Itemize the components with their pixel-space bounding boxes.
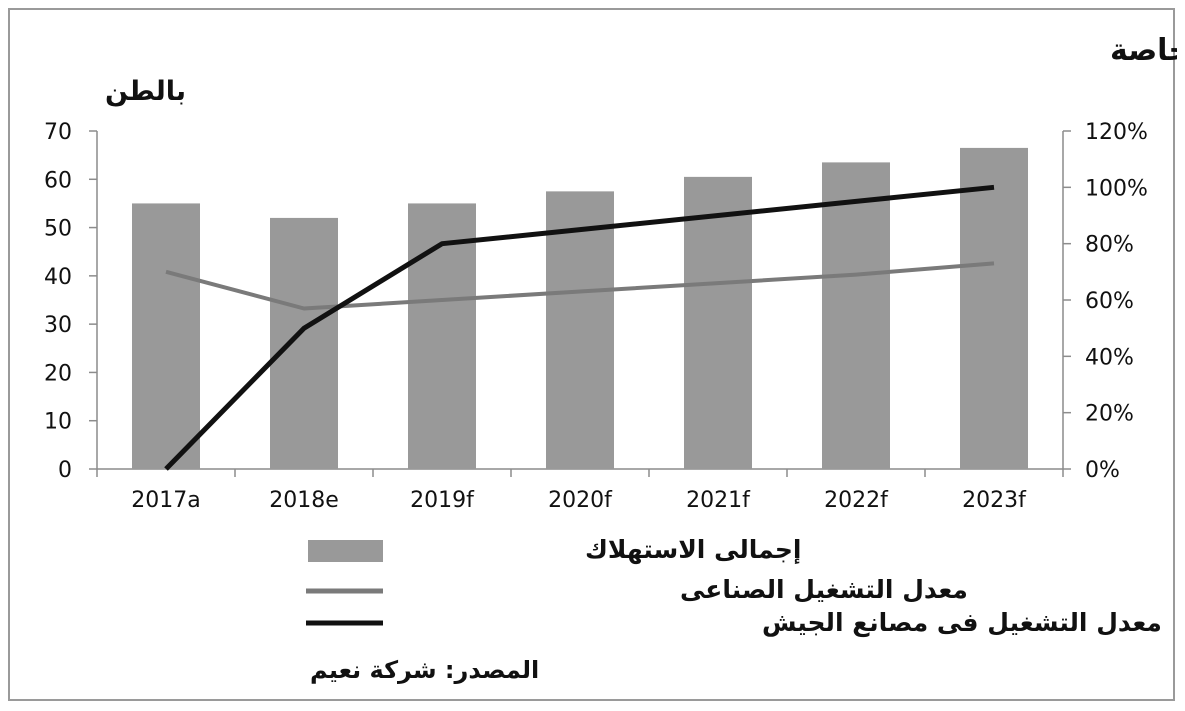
y-left-tick-label: 70: [44, 120, 72, 145]
y-left-tick-label: 40: [44, 265, 72, 290]
y-left-tick-label: 20: [44, 361, 72, 386]
source-note: المصدر: شركة نعيم: [310, 656, 539, 684]
y-right-tick-label: 120%: [1085, 120, 1148, 145]
y-right-tick-label: 60%: [1085, 289, 1134, 314]
x-tick-label: 2023f: [962, 488, 1027, 513]
y-left-tick-label: 50: [44, 217, 72, 242]
x-tick-label: 2022f: [824, 488, 889, 513]
legend-label-industrial: معدل التشغيل الصناعى: [680, 575, 968, 604]
y-left-tick-label: 10: [44, 410, 72, 435]
y-right-tick-label: 20%: [1085, 402, 1134, 427]
y-left-tick-label: 0: [58, 458, 72, 483]
legend: إجمالى الاستهلاك معدل التشغيل الصناعى مع…: [306, 535, 1162, 638]
chart: إجمالى الاستهلاك ومعدل التشغيل فى مصانع …: [44, 33, 1185, 684]
y-left-tick-label: 30: [44, 313, 72, 338]
y-right-tick-label: 0%: [1085, 458, 1120, 483]
left-axis-unit: بالطن: [105, 76, 186, 107]
y-left-tick-label: 60: [44, 168, 72, 193]
x-tick-label: 2019f: [410, 488, 475, 513]
x-tick-label: 2017a: [131, 488, 200, 513]
bar: [270, 217, 338, 469]
x-tick-label: 2021f: [686, 488, 751, 513]
legend-swatch-bar: [308, 540, 383, 562]
x-tick-label: 2018e: [269, 488, 339, 513]
line-series-army: [164, 184, 995, 471]
bar: [546, 191, 614, 469]
chart-title: إجمالى الاستهلاك ومعدل التشغيل فى مصانع …: [1110, 33, 1177, 68]
y-right-tick-label: 80%: [1085, 233, 1134, 258]
y-right-tick-label: 40%: [1085, 345, 1134, 370]
bar: [960, 147, 1028, 469]
bar: [822, 162, 890, 469]
legend-label-army: معدل التشغيل فى مصانع الجيش: [762, 608, 1162, 638]
legend-label-consumption: إجمالى الاستهلاك: [585, 535, 802, 565]
y-right-tick-label: 100%: [1085, 176, 1148, 201]
bar: [408, 203, 476, 469]
bar: [684, 176, 752, 469]
line-series-industrial: [165, 261, 995, 311]
bar: [132, 203, 200, 469]
x-tick-label: 2020f: [548, 488, 613, 513]
chart-frame: إجمالى الاستهلاك ومعدل التشغيل فى مصانع …: [8, 8, 1185, 701]
plot-area: 0 10 20 30 40 50 60 70 0% 20% 40% 60% 80% 100% 120% 201…: [44, 120, 1148, 513]
